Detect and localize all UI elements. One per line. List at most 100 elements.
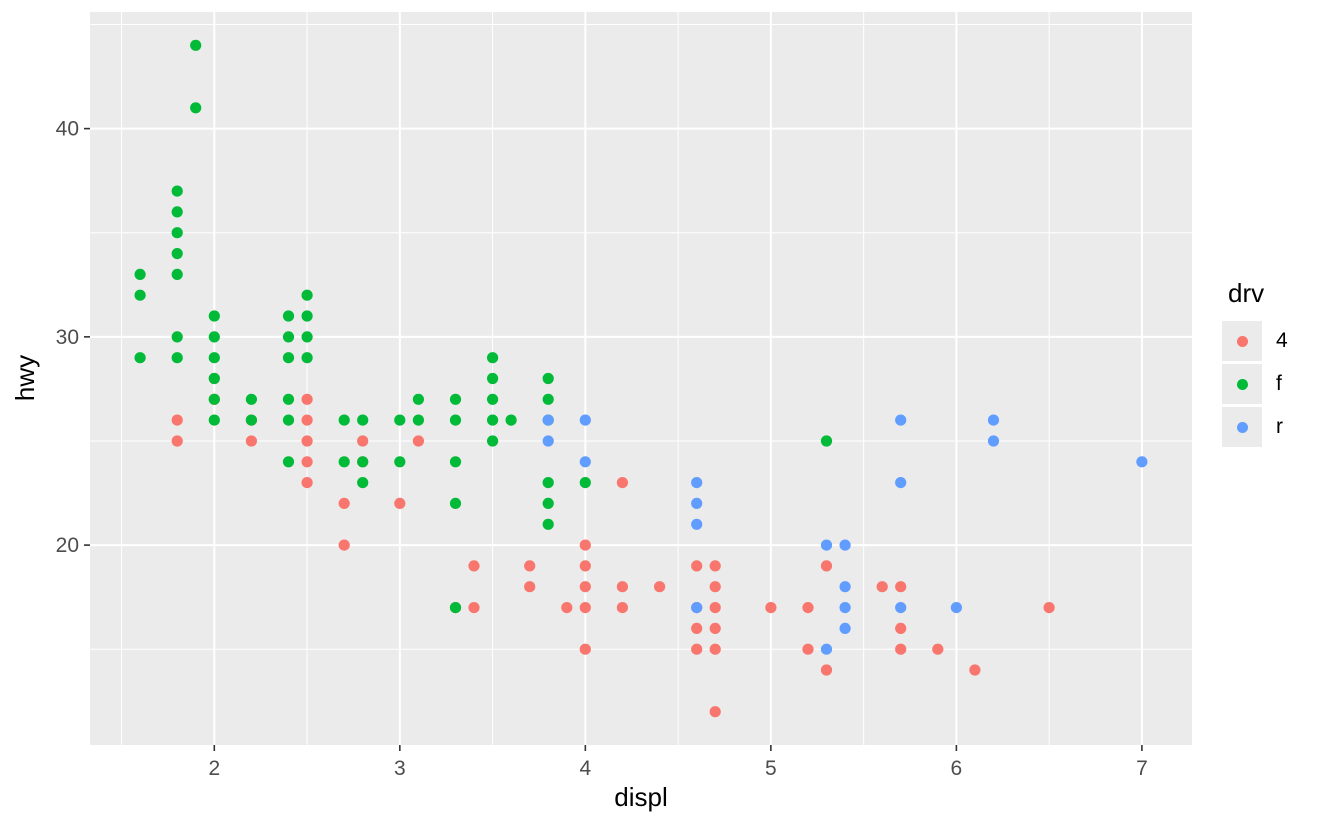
legend-dot-icon [1236,378,1248,390]
data-point-r [579,456,591,468]
data-point-f [301,331,313,343]
data-point-f [338,414,350,426]
data-point-f [245,414,257,426]
data-point-f [171,352,183,364]
x-tick-label: 2 [208,757,220,780]
legend-key [1222,407,1262,447]
data-point-4 [709,643,721,655]
data-point-4 [357,435,369,447]
data-point-4 [654,581,666,593]
y-tick-label: 40 [56,118,79,141]
data-point-f [487,372,499,385]
data-point-4 [820,560,833,572]
data-point-4 [802,643,814,655]
y-tick-label: 30 [56,326,79,349]
legend-dot-icon [1236,421,1248,433]
data-point-f [338,456,350,468]
data-point-f [171,227,183,239]
data-point-f [487,352,499,364]
data-point-4 [412,435,424,447]
data-point-f [412,393,424,405]
data-point-f [134,352,146,364]
x-tick-label: 4 [579,757,591,780]
data-point-4 [171,414,183,426]
data-point-4 [245,435,257,447]
data-point-f [301,289,313,301]
data-point-4 [338,539,350,551]
data-point-f [282,331,295,343]
data-point-f [449,414,462,426]
data-point-r [895,477,907,489]
data-point-f [171,268,183,280]
data-point-4 [895,581,907,593]
data-point-f [542,372,554,385]
data-point-4 [171,435,183,447]
data-point-f [357,456,369,468]
data-point-4 [709,622,721,635]
data-point-4 [895,643,907,655]
data-point-f [282,352,295,364]
data-point-f [487,435,499,447]
data-point-f [282,310,295,322]
data-point-f [282,393,295,405]
data-point-r [820,539,833,551]
data-point-r [691,477,703,489]
data-point-r [1136,456,1148,468]
data-point-f [579,477,591,489]
data-point-4 [765,602,777,614]
data-point-4 [616,602,629,614]
data-point-f [134,289,146,301]
data-point-4 [468,602,480,614]
data-point-f [542,393,554,405]
data-point-4 [709,706,721,718]
data-point-r [839,581,851,593]
data-point-f [171,248,183,260]
data-point-4 [579,560,591,572]
data-point-f [208,352,220,364]
data-point-f [542,497,554,509]
data-point-f [134,268,146,280]
legend-entry-label: 4 [1276,329,1288,352]
legend-title: drv [1228,278,1265,308]
y-axis-title: hwy [10,355,40,401]
data-point-4 [468,560,480,572]
data-point-4 [301,435,313,447]
data-point-4 [691,560,703,572]
data-point-r [691,497,703,509]
data-point-f [208,414,220,426]
data-point-f [282,456,295,468]
data-point-f [449,456,462,468]
legend-entry-label: r [1276,415,1283,438]
data-point-4 [301,414,313,426]
x-tick-label: 5 [765,757,777,780]
data-point-r [839,602,851,614]
data-point-4 [616,581,629,593]
data-point-f [301,352,313,364]
data-point-4 [561,602,573,614]
legend-dot-icon [1236,335,1248,347]
data-point-f [357,477,369,489]
data-point-4 [301,456,313,468]
x-axis-title: displ [614,782,667,812]
data-point-r [542,414,554,426]
data-point-f [190,39,202,51]
data-point-4 [691,622,703,635]
data-point-4 [802,602,814,614]
data-point-4 [691,643,703,655]
data-point-r [691,602,703,614]
data-point-r [950,602,963,614]
data-point-r [895,602,907,614]
data-point-f [487,414,499,426]
data-point-4 [876,581,888,593]
data-point-r [839,622,851,635]
data-point-r [542,435,554,447]
legend-entry-label: f [1276,372,1282,395]
data-point-r [820,643,833,655]
data-point-r [839,539,851,551]
data-point-4 [524,560,536,572]
data-point-4 [338,497,350,509]
data-point-r [579,414,591,426]
